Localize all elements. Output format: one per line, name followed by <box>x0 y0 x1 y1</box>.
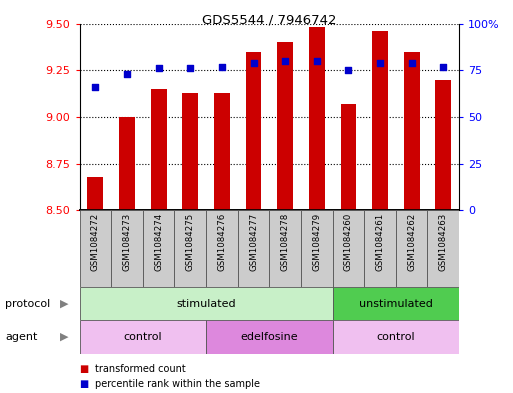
Text: stimulated: stimulated <box>176 299 236 309</box>
Bar <box>80 210 111 287</box>
Bar <box>151 89 167 210</box>
Point <box>281 58 289 64</box>
Bar <box>238 210 269 287</box>
Text: GSM1084279: GSM1084279 <box>312 213 321 271</box>
Bar <box>246 51 262 210</box>
Text: GSM1084261: GSM1084261 <box>376 213 385 271</box>
Point <box>186 65 194 72</box>
Bar <box>427 210 459 287</box>
Text: control: control <box>124 332 162 342</box>
Point <box>407 60 416 66</box>
Point <box>249 60 258 66</box>
Point <box>91 84 100 90</box>
Bar <box>174 210 206 287</box>
Text: ▶: ▶ <box>60 299 68 309</box>
Text: GSM1084272: GSM1084272 <box>91 213 100 271</box>
Text: GSM1084274: GSM1084274 <box>154 213 163 271</box>
Bar <box>309 28 325 210</box>
Bar <box>269 210 301 287</box>
Text: GDS5544 / 7946742: GDS5544 / 7946742 <box>202 14 337 27</box>
Bar <box>143 210 174 287</box>
Point <box>123 71 131 77</box>
Bar <box>404 51 420 210</box>
Point <box>344 67 352 73</box>
Point <box>439 63 447 70</box>
Text: GSM1084260: GSM1084260 <box>344 213 353 271</box>
Point <box>376 60 384 66</box>
Bar <box>301 210 332 287</box>
Text: ■: ■ <box>80 364 89 374</box>
Bar <box>206 320 332 354</box>
Point <box>312 58 321 64</box>
Text: GSM1084263: GSM1084263 <box>439 213 448 271</box>
Bar <box>214 93 230 210</box>
Bar <box>206 210 238 287</box>
Text: edelfosine: edelfosine <box>241 332 298 342</box>
Text: GSM1084275: GSM1084275 <box>186 213 195 271</box>
Point <box>218 63 226 70</box>
Text: percentile rank within the sample: percentile rank within the sample <box>95 379 260 389</box>
Text: GSM1084273: GSM1084273 <box>123 213 131 271</box>
Bar <box>332 210 364 287</box>
Bar <box>87 177 103 210</box>
Text: unstimulated: unstimulated <box>359 299 433 309</box>
Text: protocol: protocol <box>5 299 50 309</box>
Bar <box>111 210 143 287</box>
Bar <box>436 80 451 210</box>
Point <box>154 65 163 72</box>
Bar <box>119 117 135 210</box>
Bar <box>332 320 459 354</box>
Bar <box>182 93 198 210</box>
Text: transformed count: transformed count <box>95 364 186 374</box>
Text: GSM1084262: GSM1084262 <box>407 213 416 271</box>
Bar <box>341 104 357 210</box>
Bar <box>396 210 427 287</box>
Bar <box>372 31 388 210</box>
Text: agent: agent <box>5 332 37 342</box>
Text: ■: ■ <box>80 379 89 389</box>
Bar <box>332 287 459 320</box>
Text: GSM1084276: GSM1084276 <box>218 213 226 271</box>
Text: GSM1084277: GSM1084277 <box>249 213 258 271</box>
Text: GSM1084278: GSM1084278 <box>281 213 290 271</box>
Bar <box>277 42 293 210</box>
Bar <box>364 210 396 287</box>
Text: control: control <box>377 332 415 342</box>
Bar <box>80 320 206 354</box>
Text: ▶: ▶ <box>60 332 68 342</box>
Bar <box>80 287 332 320</box>
